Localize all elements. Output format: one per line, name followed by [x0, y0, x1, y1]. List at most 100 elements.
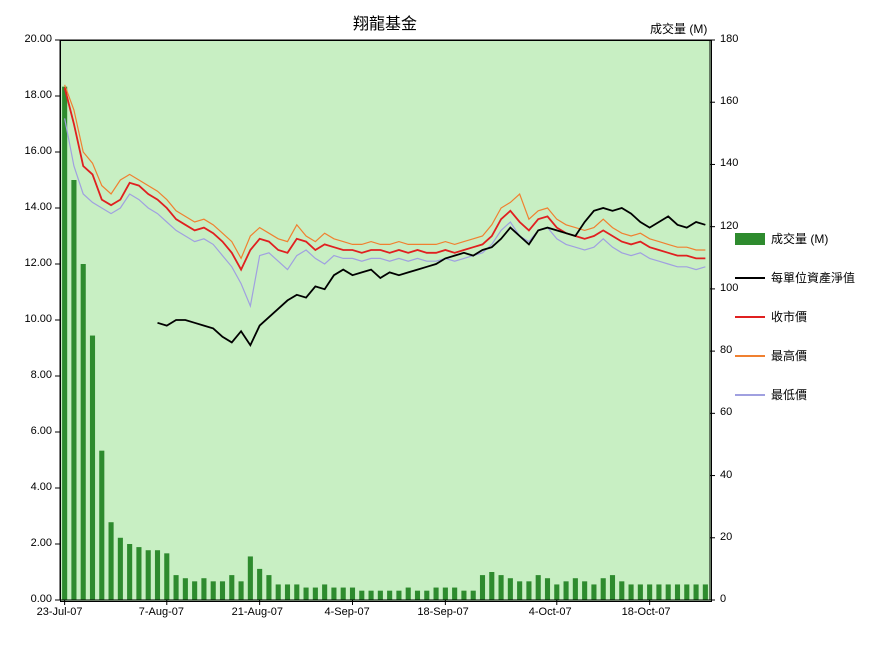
volume-bar — [341, 588, 346, 600]
volume-bar — [703, 584, 708, 600]
volume-bar — [619, 581, 624, 600]
volume-bar — [183, 578, 188, 600]
right-tick-label: 100 — [720, 282, 738, 294]
volume-bar — [146, 550, 151, 600]
volume-bar — [536, 575, 541, 600]
volume-bar — [257, 569, 262, 600]
volume-bar — [331, 588, 336, 600]
volume-bar — [396, 591, 401, 600]
volume-bar — [434, 588, 439, 600]
right-tick-label: 180 — [720, 33, 738, 45]
left-tick-label: 10.00 — [24, 313, 52, 325]
volume-bar — [359, 591, 364, 600]
series-line — [65, 88, 706, 270]
volume-bar — [378, 591, 383, 600]
volume-bar — [201, 578, 206, 600]
volume-bar — [582, 581, 587, 600]
x-tick-label: 18-Sep-07 — [417, 606, 468, 618]
right-tick-label: 160 — [720, 95, 738, 107]
volume-bar — [684, 584, 689, 600]
volume-bar — [675, 584, 680, 600]
legend-item-high: 最高價 — [735, 347, 855, 364]
volume-bar — [350, 588, 355, 600]
legend-line — [735, 316, 765, 318]
right-tick-label: 140 — [720, 157, 738, 169]
x-tick-label: 4-Oct-07 — [529, 606, 572, 618]
volume-bar — [489, 572, 494, 600]
left-tick-label: 20.00 — [24, 33, 52, 45]
legend-item-low: 最低價 — [735, 386, 855, 403]
volume-bar — [526, 581, 531, 600]
legend-line — [735, 355, 765, 357]
volume-bar — [266, 575, 271, 600]
volume-bar — [322, 584, 327, 600]
volume-bar — [694, 584, 699, 600]
volume-bar — [564, 581, 569, 600]
legend: 成交量 (M) 每單位資產淨值收市價最高價最低價 — [735, 230, 855, 425]
right-tick-label: 20 — [720, 531, 732, 543]
volume-bar — [127, 544, 132, 600]
volume-bar — [164, 553, 169, 600]
volume-bar — [406, 588, 411, 600]
volume-bar — [610, 575, 615, 600]
volume-bar — [248, 556, 253, 600]
volume-bar — [192, 581, 197, 600]
volume-bar — [629, 584, 634, 600]
left-tick-label: 4.00 — [31, 481, 52, 493]
left-tick-label: 2.00 — [31, 537, 52, 549]
volume-bar — [276, 584, 281, 600]
series-line — [65, 85, 706, 259]
volume-bar — [601, 578, 606, 600]
left-tick-label: 6.00 — [31, 425, 52, 437]
volume-bar — [499, 575, 504, 600]
legend-label: 最高價 — [771, 347, 807, 364]
left-tick-label: 12.00 — [24, 257, 52, 269]
x-tick-label: 4-Sep-07 — [325, 606, 370, 618]
volume-bar — [517, 581, 522, 600]
legend-item-nav: 每單位資產淨值 — [735, 269, 855, 286]
volume-bar — [638, 584, 643, 600]
right-tick-label: 60 — [720, 406, 732, 418]
volume-bar — [656, 584, 661, 600]
volume-bar — [211, 581, 216, 600]
volume-bar — [452, 588, 457, 600]
left-tick-label: 8.00 — [31, 369, 52, 381]
volume-bar — [71, 180, 76, 600]
x-tick-label: 7-Aug-07 — [139, 606, 184, 618]
legend-swatch — [735, 233, 765, 245]
volume-bar — [554, 584, 559, 600]
legend-item-volume: 成交量 (M) — [735, 230, 855, 247]
volume-bar — [99, 451, 104, 600]
x-tick-label: 21-Aug-07 — [232, 606, 283, 618]
right-tick-label: 40 — [720, 469, 732, 481]
volume-bar — [591, 584, 596, 600]
volume-bar — [220, 581, 225, 600]
volume-bar — [666, 584, 671, 600]
volume-bar — [508, 578, 513, 600]
chart-container: 翔龍基金 成交量 (M) 成交量 (M)每單位資產淨值收市價最高價最低價 0.0… — [0, 0, 878, 660]
volume-bar — [174, 575, 179, 600]
legend-line — [735, 277, 765, 279]
right-tick-label: 0 — [720, 593, 726, 605]
volume-bar — [62, 87, 67, 600]
volume-bar — [81, 264, 86, 600]
legend-line — [735, 394, 765, 396]
volume-bar — [480, 575, 485, 600]
volume-bar — [424, 591, 429, 600]
volume-bar — [294, 584, 299, 600]
volume-bar — [285, 584, 290, 600]
left-tick-label: 0.00 — [31, 593, 52, 605]
volume-bar — [109, 522, 114, 600]
x-tick-label: 18-Oct-07 — [622, 606, 671, 618]
volume-bar — [239, 581, 244, 600]
left-tick-label: 18.00 — [24, 89, 52, 101]
volume-bar — [136, 547, 141, 600]
right-tick-label: 120 — [720, 220, 738, 232]
legend-label: 收市價 — [771, 308, 807, 325]
volume-bar — [443, 588, 448, 600]
volume-bar — [387, 591, 392, 600]
volume-bar — [471, 591, 476, 600]
volume-bar — [313, 588, 318, 600]
volume-bar — [118, 538, 123, 600]
volume-bar — [304, 588, 309, 600]
